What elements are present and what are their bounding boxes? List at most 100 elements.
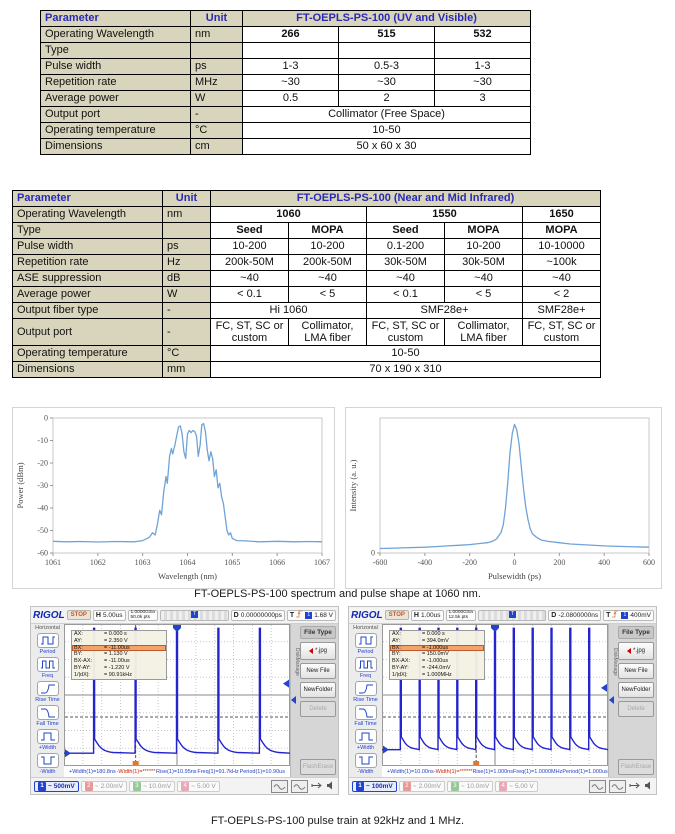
- trigger-level-marker: [283, 679, 289, 688]
- file-type-value: *.jpg: [632, 648, 645, 654]
- table-cell: < 2: [522, 286, 601, 303]
- measurement-readout: -Width(1)=******: [116, 768, 156, 775]
- x-tick-label: 1065: [224, 558, 240, 567]
- waveform-position-bar[interactable]: T: [159, 609, 229, 621]
- trigger-readout: T 1 400mV: [603, 609, 654, 621]
- sidebar-button-period[interactable]: Period: [31, 633, 64, 655]
- cursor-readout-value: = 1.000MHz: [422, 671, 452, 678]
- channel-3-chip[interactable]: 3 ~10.0mV: [446, 780, 494, 792]
- table-cell: 532: [434, 26, 531, 43]
- menu-spacer: [618, 720, 654, 756]
- coupling-icon: ~: [48, 782, 52, 790]
- channel-2-chip[interactable]: 2 ~2.00mV: [398, 780, 445, 792]
- width-icon: [354, 753, 377, 768]
- waveform-record-icon[interactable]: [589, 779, 606, 793]
- trigger-slope-icon: [296, 610, 303, 620]
- table-cell: Type: [40, 42, 191, 59]
- table-row: Operating Wavelength nm 266 515 532: [40, 26, 531, 43]
- sidebar-button-rise-time[interactable]: Rise Time: [349, 681, 382, 703]
- sound-icon: [644, 777, 653, 794]
- channel-1-chip[interactable]: 1 ~100mV: [352, 780, 397, 792]
- new-file-button[interactable]: New File: [300, 663, 336, 679]
- cursor-readout-row: BY-AY: = -244.0mV: [390, 665, 484, 672]
- channel-3-chip[interactable]: 3 ~10.0mV: [128, 780, 176, 792]
- cursor-readout-value: = -1.000us: [422, 644, 449, 651]
- channel-1-chip[interactable]: 1 ~500mV: [34, 780, 79, 792]
- measurement-readout: Freq(1)=1.0000MHz: [512, 768, 563, 775]
- file-type-button[interactable]: *.jpg: [618, 642, 654, 660]
- sidebar-button-rise-time[interactable]: Rise Time: [31, 681, 64, 703]
- sidebar-button-width[interactable]: +Width: [349, 729, 382, 751]
- cursor-readout-name: BX:: [392, 644, 401, 651]
- new-file-button[interactable]: New File: [618, 663, 654, 679]
- newfolder-button[interactable]: NewFolder: [618, 682, 654, 698]
- sidebar-button-fall-time[interactable]: Fall Time: [31, 705, 64, 727]
- channel-number-badge: 1: [38, 781, 46, 791]
- cursor-readout-row: AX: = 0.000 s: [390, 631, 484, 638]
- cursor-readout-name: BX-AX:: [74, 658, 93, 665]
- waveform-record-icon[interactable]: [609, 779, 626, 793]
- waveform-record-icon[interactable]: [291, 779, 308, 793]
- cursor-readout-row: BY: = 1.130 V: [72, 651, 166, 658]
- waveform-position-bar[interactable]: T: [477, 609, 547, 621]
- waveform-record-icon[interactable]: [271, 779, 288, 793]
- channel-scale-value: 10.0mV: [466, 782, 490, 790]
- status-icons: [589, 777, 653, 794]
- cursor-readout-value: = -1.220 V: [104, 664, 130, 671]
- cursor-readout-name: AX:: [392, 631, 401, 637]
- run-stop-status[interactable]: STOP: [66, 610, 91, 620]
- timebase-value: 1.00us: [420, 611, 441, 619]
- table-cell: 1550: [366, 206, 523, 223]
- flasherase-button: FlashErase: [618, 759, 654, 775]
- period-icon: [354, 633, 377, 648]
- channel-4-chip[interactable]: 4 ~5.00 V: [495, 780, 538, 792]
- newfolder-button[interactable]: NewFolder: [300, 682, 336, 698]
- cursor-readout-name: AX:: [74, 631, 83, 637]
- channel-2-chip[interactable]: 2 ~2.00mV: [80, 780, 127, 792]
- coupling-icon: ~: [94, 782, 99, 790]
- table-cell: 50 x 60 x 30: [242, 138, 531, 155]
- timebase-readout: H 1.00us: [410, 609, 444, 621]
- table-cell: 70 x 190 x 310: [210, 361, 601, 379]
- table-cell: MOPA: [288, 222, 367, 239]
- channel1-trace: [382, 627, 609, 751]
- table-cell: [434, 42, 531, 59]
- table-cell: ~100k: [522, 254, 601, 271]
- table-cell: ps: [162, 238, 211, 255]
- cursor-readout-row: BX-AX: = -1.000us: [390, 658, 484, 665]
- run-stop-status[interactable]: STOP: [384, 610, 409, 620]
- table-cell: Collimator, LMA fiber: [288, 317, 367, 347]
- cursor-readout-name: BX:: [74, 644, 83, 651]
- file-type-arrow-icon: [308, 648, 313, 654]
- file-type-button[interactable]: *.jpg: [300, 642, 336, 660]
- table-cell: 2: [338, 90, 435, 107]
- channel-number-badge: 1: [356, 781, 364, 791]
- disk-manage-tab[interactable]: DiskManage: [294, 648, 300, 676]
- freq-icon: [36, 657, 59, 672]
- x-tick-label: -600: [373, 558, 388, 567]
- channel-4-chip[interactable]: 4 ~5.00 V: [177, 780, 220, 792]
- disk-manage-tab[interactable]: DiskManage: [612, 648, 618, 676]
- sidebar-button-freq[interactable]: Freq: [31, 657, 64, 679]
- table-cell: FC, ST, SC or custom: [210, 317, 289, 347]
- cursor-readout-name: BX-AX:: [392, 658, 411, 665]
- sound-icon: [326, 777, 335, 794]
- channel-scale-value: 5.00 V: [514, 782, 534, 790]
- delay-readout: D -2.0800000ns: [548, 609, 602, 621]
- sidebar-button-freq[interactable]: Freq: [349, 657, 382, 679]
- measurement-readout: Period(1)=10.90us: [239, 768, 285, 775]
- sidebar-button-period[interactable]: Period: [349, 633, 382, 655]
- sidebar-button-width[interactable]: -Width: [349, 753, 382, 775]
- menu-collapse-icon[interactable]: [291, 696, 296, 704]
- sidebar-button-width[interactable]: +Width: [31, 729, 64, 751]
- cursor-readout-value: = 394.0mV: [422, 637, 449, 644]
- sidebar-button-fall-time[interactable]: Fall Time: [349, 705, 382, 727]
- table-cell: 0.5: [242, 90, 339, 107]
- table-row: Operating Wavelength nm 1060 1550 1650: [12, 206, 601, 223]
- uv-visible-spec-table: Parameter Unit FT-OEPLS-PS-100 (UV and Vis…: [40, 10, 531, 155]
- sidebar-button-label: -Width: [39, 769, 56, 775]
- sample-rate-readout: 1.0000GSa 12.5k pts: [445, 609, 476, 621]
- menu-collapse-icon[interactable]: [609, 696, 614, 704]
- sidebar-button-width[interactable]: -Width: [31, 753, 64, 775]
- table-row: Pulse width ps 1-3 0.5-3 1-3: [40, 58, 531, 75]
